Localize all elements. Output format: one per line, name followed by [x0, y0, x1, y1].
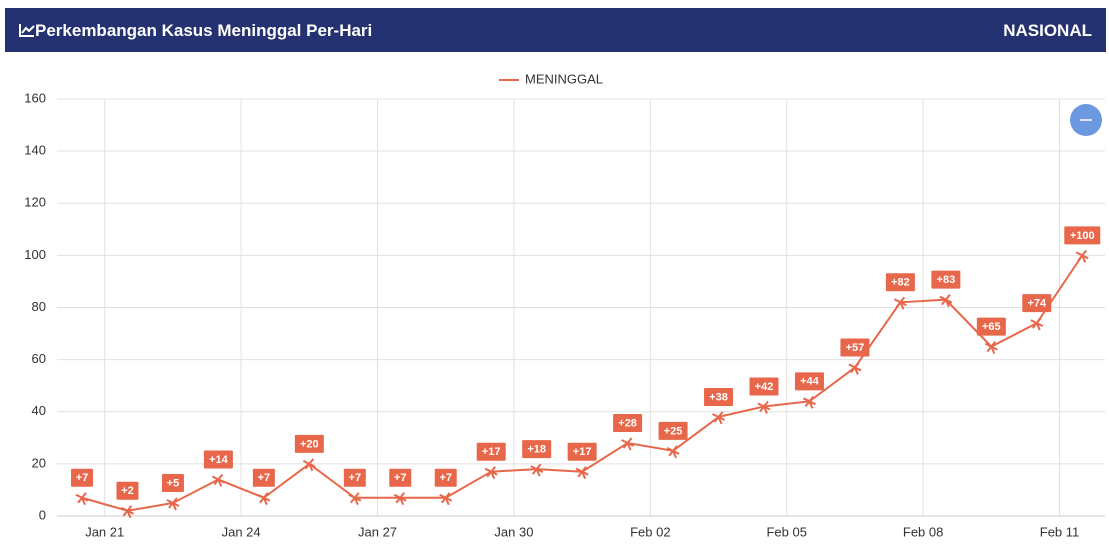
- legend-label: MENINGGAL: [525, 71, 603, 86]
- label-box: [567, 442, 597, 461]
- value-label: +14: [209, 454, 229, 466]
- value-label: +25: [664, 425, 683, 437]
- marker: [166, 497, 180, 511]
- label-box: [522, 440, 552, 459]
- x-tick-label: Feb 02: [630, 524, 670, 539]
- value-label: +7: [349, 472, 362, 484]
- label-box: [749, 377, 779, 396]
- chart-icon: [19, 24, 35, 37]
- marker: [712, 411, 725, 425]
- y-tick-label: 80: [32, 299, 46, 314]
- label-box: [476, 442, 506, 461]
- value-label: +17: [573, 446, 592, 458]
- marker: [984, 340, 998, 354]
- value-label: +7: [394, 472, 407, 484]
- value-label: +83: [937, 274, 956, 286]
- label-box: [1022, 294, 1052, 313]
- label-box: [116, 481, 139, 500]
- label-box: [389, 468, 412, 487]
- label-box: [71, 468, 94, 487]
- marker: [211, 473, 225, 487]
- label-box: [976, 317, 1006, 336]
- y-tick-label: 60: [32, 351, 46, 366]
- marker: [1030, 317, 1044, 331]
- marker: [75, 492, 89, 506]
- y-tick-label: 40: [32, 403, 46, 418]
- label-box: [840, 338, 870, 357]
- zoom-button[interactable]: [1069, 103, 1103, 137]
- marker: [302, 458, 316, 472]
- marker: [439, 492, 453, 506]
- label-box: [885, 273, 915, 292]
- marker: [121, 505, 134, 519]
- label-box: [203, 450, 233, 469]
- header-title: Perkembangan Kasus Meninggal Per-Hari: [19, 21, 372, 41]
- label-box: [931, 270, 961, 289]
- label-box: [1064, 226, 1101, 245]
- y-tick-label: 120: [24, 195, 46, 210]
- header: Perkembangan Kasus Meninggal Per-Hari NA…: [5, 8, 1106, 52]
- marker: [939, 294, 953, 308]
- value-label: +7: [258, 472, 271, 484]
- value-label: +7: [76, 472, 89, 484]
- x-tick-label: Jan 27: [358, 524, 397, 539]
- value-label: +82: [891, 277, 910, 289]
- marker: [575, 466, 589, 480]
- value-label: +44: [800, 376, 820, 388]
- marker: [848, 361, 862, 375]
- value-label: +17: [482, 446, 501, 458]
- label-box: [704, 387, 734, 406]
- value-label: +20: [300, 438, 319, 450]
- marker: [621, 437, 635, 451]
- label-box: [613, 414, 643, 433]
- x-tick-label: Jan 24: [222, 524, 261, 539]
- y-tick-label: 160: [24, 90, 46, 105]
- marker: [1075, 249, 1089, 263]
- x-tick-label: Feb 11: [1040, 524, 1080, 539]
- marker: [393, 492, 407, 506]
- value-label: +57: [846, 342, 865, 354]
- marker: [484, 466, 498, 480]
- label-box: [658, 421, 688, 440]
- value-label: +28: [618, 417, 637, 429]
- value-label: +100: [1070, 230, 1095, 242]
- marker: [757, 400, 771, 414]
- value-label: +42: [755, 381, 774, 393]
- marker: [348, 492, 362, 506]
- label-box: [794, 372, 824, 391]
- x-tick-label: Jan 21: [85, 524, 124, 539]
- label-box: [161, 473, 184, 492]
- label-box: [294, 434, 324, 453]
- value-label: +65: [982, 321, 1001, 333]
- header-badge: NASIONAL: [1003, 21, 1092, 40]
- value-label: +7: [439, 472, 452, 484]
- x-tick-label: Feb 08: [903, 524, 943, 539]
- x-tick-label: Jan 30: [494, 524, 533, 539]
- value-label: +38: [709, 391, 728, 403]
- y-tick-label: 20: [32, 455, 46, 470]
- marker: [666, 445, 680, 459]
- marker: [257, 492, 271, 506]
- value-label: +2: [121, 485, 134, 497]
- y-tick-label: 140: [24, 143, 46, 158]
- label-box: [434, 468, 457, 487]
- label-box: [343, 468, 366, 487]
- value-label: +18: [527, 443, 546, 455]
- marker: [803, 395, 816, 409]
- title-text: Perkembangan Kasus Meninggal Per-Hari: [35, 21, 373, 40]
- label-box: [252, 468, 275, 487]
- marker: [530, 463, 544, 477]
- x-tick-label: Feb 05: [766, 524, 806, 539]
- value-label: +74: [1027, 298, 1047, 310]
- y-tick-label: 100: [24, 247, 46, 262]
- marker: [893, 296, 907, 310]
- y-tick-label: 0: [39, 507, 46, 522]
- value-label: +5: [167, 477, 180, 489]
